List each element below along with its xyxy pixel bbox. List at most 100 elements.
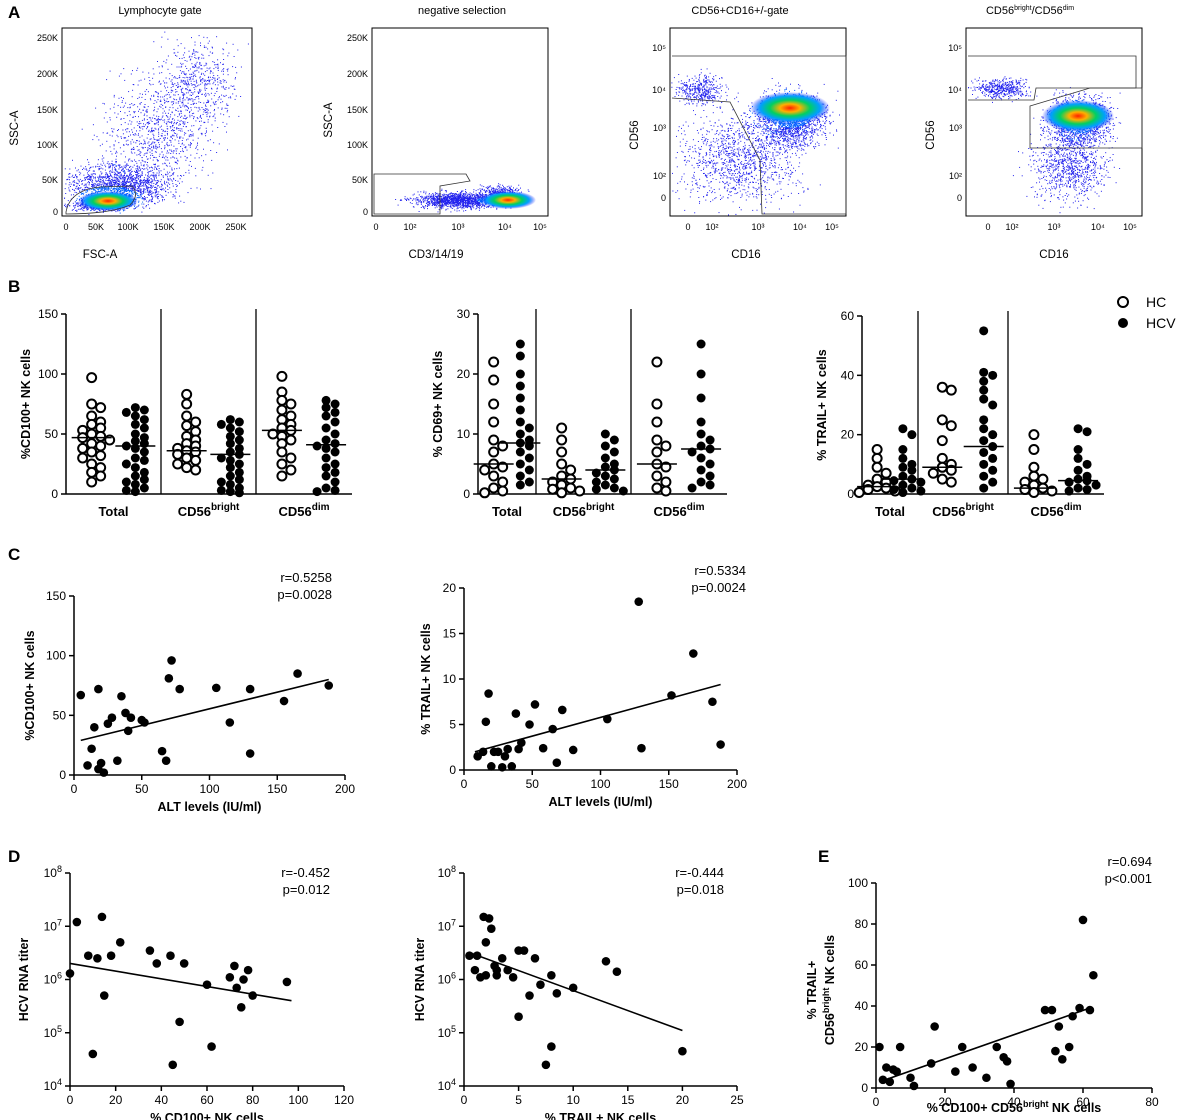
flow-event [133, 112, 135, 114]
flow-event [453, 198, 455, 200]
flow-event [193, 72, 195, 74]
flow-event [161, 195, 163, 197]
flow-event [158, 200, 160, 202]
flow-event [168, 118, 170, 120]
flow-event [82, 169, 83, 170]
flow-event [165, 155, 167, 157]
flow-event [189, 73, 191, 75]
flow-event [158, 155, 160, 157]
flow-event [103, 157, 105, 159]
flow-event [97, 159, 99, 161]
flow-event [204, 82, 206, 84]
panel-label-c: C [8, 545, 20, 564]
flow-event [152, 77, 154, 79]
flow-event [155, 174, 157, 176]
flow-event [105, 184, 107, 186]
flow-event [173, 98, 175, 100]
flow-event [435, 199, 437, 201]
flow-event [109, 188, 111, 190]
flow-event [125, 167, 127, 169]
flow-event [139, 136, 141, 138]
flow-event [152, 145, 154, 147]
flow-event [154, 166, 156, 168]
flow-event [125, 166, 127, 168]
flow-event [423, 198, 425, 200]
flow-event [152, 172, 154, 174]
flow-event [106, 184, 108, 186]
flow-event [143, 192, 145, 194]
flow-event [177, 159, 179, 161]
flow-event [135, 183, 137, 185]
flow-event [199, 76, 201, 78]
flow-event [437, 200, 438, 201]
flow-event [146, 189, 148, 191]
flow-event [135, 177, 137, 179]
flow-event [450, 195, 452, 197]
flow-event [192, 104, 194, 105]
flow-event [206, 37, 208, 39]
flow-event [164, 182, 165, 184]
flow-event [161, 72, 163, 74]
flow-event [162, 154, 164, 156]
flow-event [130, 191, 132, 192]
flow-event [173, 94, 175, 96]
flow-event [82, 188, 84, 190]
flow-event [190, 134, 192, 136]
flow-event [223, 114, 225, 116]
flow-event [124, 171, 126, 173]
flow-event [146, 89, 148, 91]
flow-event [122, 187, 123, 189]
flow-event [131, 180, 133, 182]
flow-event [434, 199, 436, 201]
flow-event [174, 99, 176, 101]
flow-event [173, 132, 175, 134]
flow-event [455, 197, 457, 199]
flow-event [148, 141, 150, 143]
flow-event [132, 134, 134, 135]
flow-event [173, 177, 175, 179]
flow-event [82, 180, 84, 181]
flow-event [107, 161, 109, 163]
flow-event [124, 175, 125, 176]
flow-event [181, 80, 183, 82]
flow-event [452, 202, 454, 204]
flow-event [128, 158, 130, 160]
flow-event [192, 100, 194, 102]
flow-event [446, 199, 448, 201]
flow-event [163, 98, 165, 100]
flow-event [464, 198, 465, 199]
flow-event [146, 119, 148, 121]
flow-event [144, 191, 146, 193]
flow-event [453, 195, 455, 197]
flow-event [103, 189, 105, 191]
flow-event [180, 175, 181, 176]
flow-event [123, 118, 125, 119]
flow-event [141, 171, 143, 173]
flow-event [110, 170, 112, 172]
flow-event [166, 125, 168, 127]
flow-event [226, 107, 228, 109]
flow-event [193, 112, 195, 114]
flow-event [410, 198, 412, 200]
flow-event [80, 165, 82, 167]
flow-event [449, 203, 451, 204]
flow-event [89, 179, 91, 181]
flow-event [167, 159, 169, 161]
flow-event [171, 126, 173, 128]
flow-event [459, 195, 460, 196]
flow-event [192, 78, 194, 80]
flow-event [205, 104, 206, 106]
flow-event [206, 130, 207, 132]
flow-event [463, 199, 465, 201]
flow-event [211, 46, 213, 48]
flow-event [441, 199, 443, 201]
flow-event [151, 195, 153, 197]
flow-event [195, 57, 197, 59]
flow-event [108, 176, 110, 178]
flow-event [205, 92, 207, 94]
flow-event [473, 189, 475, 191]
flow-event [404, 198, 406, 200]
flow-event [128, 135, 130, 137]
flow-event [205, 62, 207, 64]
flow-event [147, 142, 149, 144]
